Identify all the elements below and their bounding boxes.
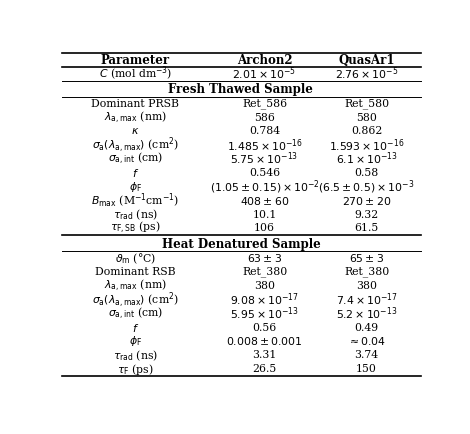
Text: $\tau_{\mathrm{F,SB}}$ (ps): $\tau_{\mathrm{F,SB}}$ (ps) xyxy=(110,220,161,237)
Text: 3.31: 3.31 xyxy=(252,350,277,360)
Text: QuasAr1: QuasAr1 xyxy=(338,53,395,66)
Text: $\sigma_{\mathrm{a,int}}$ (cm): $\sigma_{\mathrm{a,int}}$ (cm) xyxy=(108,306,163,322)
Text: 106: 106 xyxy=(254,224,275,233)
Text: 380: 380 xyxy=(356,281,377,291)
Text: $(1.05 \pm 0.15) \times 10^{-2}$: $(1.05 \pm 0.15) \times 10^{-2}$ xyxy=(210,178,320,196)
Text: $\tau_{\mathrm{rad}}$ (ns): $\tau_{\mathrm{rad}}$ (ns) xyxy=(113,348,158,362)
Text: Heat Denatured Sample: Heat Denatured Sample xyxy=(162,238,320,251)
Text: 580: 580 xyxy=(356,112,377,122)
Text: $B_{\mathrm{max}}$ (M$^{-1}$cm$^{-1}$): $B_{\mathrm{max}}$ (M$^{-1}$cm$^{-1}$) xyxy=(91,191,180,210)
Text: $2.76 \times 10^{-5}$: $2.76 \times 10^{-5}$ xyxy=(335,66,398,82)
Text: Ret_580: Ret_580 xyxy=(344,99,389,109)
Text: $\sigma_{\mathrm{a}}(\lambda_{\mathrm{a,max}})$ (cm$^{2}$): $\sigma_{\mathrm{a}}(\lambda_{\mathrm{a,… xyxy=(92,135,179,155)
Text: $65 \pm 3$: $65 \pm 3$ xyxy=(349,252,384,264)
Text: $270 \pm 20$: $270 \pm 20$ xyxy=(342,195,391,207)
Text: Fresh Thawed Sample: Fresh Thawed Sample xyxy=(168,83,313,96)
Text: $0.008 \pm 0.001$: $0.008 \pm 0.001$ xyxy=(226,335,303,347)
Text: 0.56: 0.56 xyxy=(252,322,277,332)
Text: 0.58: 0.58 xyxy=(354,168,379,178)
Text: $2.01 \times 10^{-5}$: $2.01 \times 10^{-5}$ xyxy=(233,66,297,82)
Text: $\approx 0.04$: $\approx 0.04$ xyxy=(347,335,386,347)
Text: 0.862: 0.862 xyxy=(351,126,382,136)
Text: $\tau_{\mathrm{rad}}$ (ns): $\tau_{\mathrm{rad}}$ (ns) xyxy=(113,207,158,222)
Text: $\sigma_{\mathrm{a,int}}$ (cm): $\sigma_{\mathrm{a,int}}$ (cm) xyxy=(108,151,163,167)
Text: $\sigma_{\mathrm{a}}(\lambda_{\mathrm{a,max}})$ (cm$^{2}$): $\sigma_{\mathrm{a}}(\lambda_{\mathrm{a,… xyxy=(92,290,179,310)
Text: $9.08 \times 10^{-17}$: $9.08 \times 10^{-17}$ xyxy=(230,292,299,308)
Text: $408 \pm 60$: $408 \pm 60$ xyxy=(240,195,289,207)
Text: $\kappa$: $\kappa$ xyxy=(131,126,140,136)
Text: 26.5: 26.5 xyxy=(252,364,277,374)
Text: 380: 380 xyxy=(254,281,275,291)
Text: 9.32: 9.32 xyxy=(354,210,379,220)
Text: Dominant RSB: Dominant RSB xyxy=(95,267,175,277)
Text: $\phi_{\mathrm{F}}$: $\phi_{\mathrm{F}}$ xyxy=(129,180,142,194)
Text: $1.593 \times 10^{-16}$: $1.593 \times 10^{-16}$ xyxy=(329,137,404,154)
Text: $5.75 \times 10^{-13}$: $5.75 \times 10^{-13}$ xyxy=(230,151,298,168)
Text: Archon2: Archon2 xyxy=(237,53,292,66)
Text: 10.1: 10.1 xyxy=(252,210,277,220)
Text: $(6.5 \pm 0.5) \times 10^{-3}$: $(6.5 \pm 0.5) \times 10^{-3}$ xyxy=(318,178,415,196)
Text: $\tau_{\mathrm{F}}$ (ps): $\tau_{\mathrm{F}}$ (ps) xyxy=(117,362,154,377)
Text: $\lambda_{\mathrm{a,max}}$ (nm): $\lambda_{\mathrm{a,max}}$ (nm) xyxy=(104,109,167,125)
Text: $C$ (mol dm$^{-3}$): $C$ (mol dm$^{-3}$) xyxy=(99,65,172,83)
Text: $5.95 \times 10^{-13}$: $5.95 \times 10^{-13}$ xyxy=(230,306,299,322)
Text: $\lambda_{\mathrm{a,max}}$ (nm): $\lambda_{\mathrm{a,max}}$ (nm) xyxy=(104,278,167,294)
Text: 0.49: 0.49 xyxy=(354,322,379,332)
Text: $5.2 \times 10^{-13}$: $5.2 \times 10^{-13}$ xyxy=(336,306,397,322)
Text: 0.546: 0.546 xyxy=(249,168,280,178)
Text: 150: 150 xyxy=(356,364,377,374)
Text: Dominant PRSB: Dominant PRSB xyxy=(91,99,179,108)
Text: Ret_586: Ret_586 xyxy=(242,99,287,109)
Text: $\vartheta_{\mathrm{m}}$ (°C): $\vartheta_{\mathrm{m}}$ (°C) xyxy=(115,251,156,266)
Text: Ret_380: Ret_380 xyxy=(242,267,287,277)
Text: $\phi_{\mathrm{F}}$: $\phi_{\mathrm{F}}$ xyxy=(129,334,142,349)
Text: Ret_380: Ret_380 xyxy=(344,267,389,277)
Text: 61.5: 61.5 xyxy=(354,224,379,233)
Text: $f$: $f$ xyxy=(132,322,139,334)
Text: 586: 586 xyxy=(254,112,275,122)
Text: $1.485 \times 10^{-16}$: $1.485 \times 10^{-16}$ xyxy=(227,137,303,154)
Text: $7.4 \times 10^{-17}$: $7.4 \times 10^{-17}$ xyxy=(336,292,398,308)
Text: $6.1 \times 10^{-13}$: $6.1 \times 10^{-13}$ xyxy=(336,151,398,168)
Text: Parameter: Parameter xyxy=(101,53,170,66)
Text: 0.784: 0.784 xyxy=(249,126,280,136)
Text: $63 \pm 3$: $63 \pm 3$ xyxy=(247,252,282,264)
Text: 3.74: 3.74 xyxy=(354,350,379,360)
Text: $f$: $f$ xyxy=(132,167,139,179)
